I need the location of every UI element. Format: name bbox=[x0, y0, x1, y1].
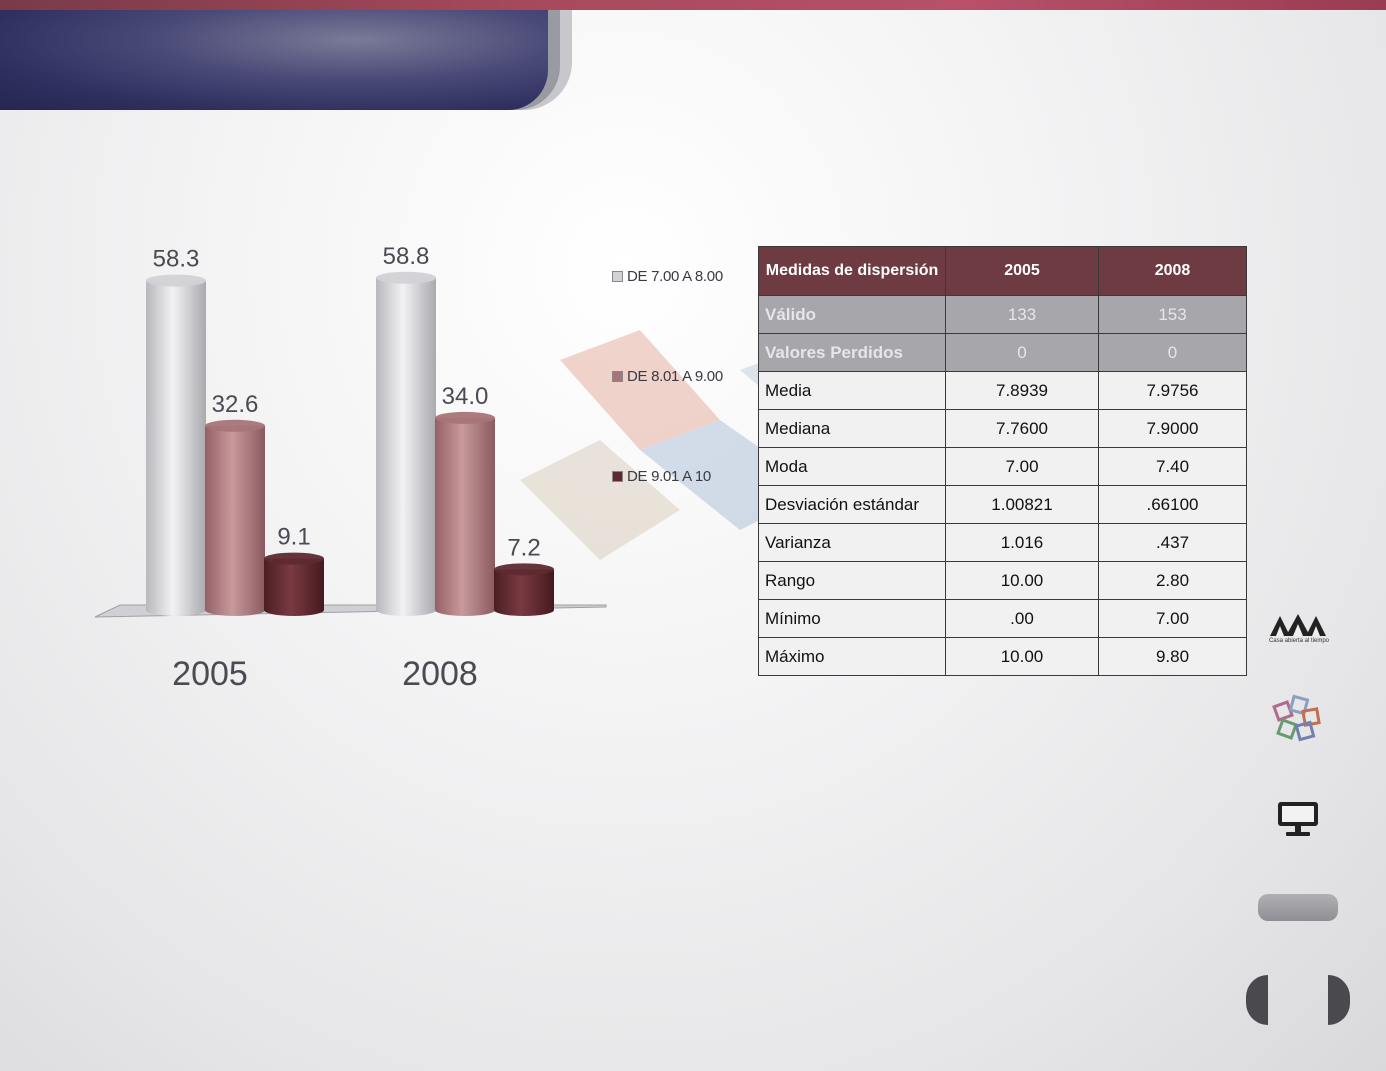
legend-swatch bbox=[612, 371, 623, 382]
cell-2008: .66100 bbox=[1098, 485, 1247, 524]
cell-2008: 7.00 bbox=[1098, 599, 1247, 638]
value-label: 58.3 bbox=[153, 246, 200, 273]
bar bbox=[205, 419, 265, 616]
header-cell: 2008 bbox=[1098, 246, 1247, 296]
table-row: Rango 10.00 2.80 bbox=[758, 561, 1247, 600]
cell-2008: 7.9756 bbox=[1098, 371, 1247, 410]
cell-2005: 7.00 bbox=[945, 447, 1099, 486]
cell-2005: 133 bbox=[945, 295, 1099, 334]
bar bbox=[494, 563, 554, 616]
table-row: Desviación estándar 1.00821 .66100 bbox=[758, 485, 1247, 524]
row-label: Varianza bbox=[758, 523, 946, 562]
cell-2008: 2.80 bbox=[1098, 561, 1247, 600]
table-row: Valores Perdidos 0 0 bbox=[758, 333, 1247, 372]
legend-label: DE 7.00 A 8.00 bbox=[627, 268, 723, 285]
table-row: Mediana 7.7600 7.9000 bbox=[758, 409, 1247, 448]
previous-slide-button[interactable] bbox=[1246, 975, 1268, 1025]
cell-2008: 7.9000 bbox=[1098, 409, 1247, 448]
row-label: Mediana bbox=[758, 409, 946, 448]
value-label: 58.8 bbox=[383, 243, 430, 270]
menu-button[interactable] bbox=[1258, 894, 1338, 921]
next-slide-button[interactable] bbox=[1328, 975, 1350, 1025]
table-header-row: Medidas de dispersión 2005 2008 bbox=[758, 246, 1247, 296]
table-row: Máximo 10.00 9.80 bbox=[758, 637, 1247, 676]
value-label: 9.1 bbox=[277, 524, 310, 551]
legend-item: DE 9.01 A 10 bbox=[612, 468, 711, 485]
table-row: Moda 7.00 7.40 bbox=[758, 447, 1247, 486]
cell-2008: 7.40 bbox=[1098, 447, 1247, 486]
bar bbox=[264, 552, 324, 616]
legend-swatch bbox=[612, 471, 623, 482]
header-cell: Medidas de dispersión bbox=[758, 246, 946, 296]
value-label: 32.6 bbox=[212, 391, 259, 418]
table-row: Mínimo .00 7.00 bbox=[758, 599, 1247, 638]
cell-2005: 7.7600 bbox=[945, 409, 1099, 448]
legend-label: DE 9.01 A 10 bbox=[627, 468, 711, 485]
cell-2005: 10.00 bbox=[945, 561, 1099, 600]
legend-label: DE 8.01 A 9.00 bbox=[627, 368, 723, 385]
row-label: Moda bbox=[758, 447, 946, 486]
table-row: Válido 133 153 bbox=[758, 295, 1247, 334]
table-row: Media 7.8939 7.9756 bbox=[758, 371, 1247, 410]
row-label: Desviación estándar bbox=[758, 485, 946, 524]
row-label: Rango bbox=[758, 561, 946, 600]
row-label: Valores Perdidos bbox=[758, 333, 946, 372]
cell-2008: 0 bbox=[1098, 333, 1247, 372]
bar bbox=[435, 411, 495, 616]
category-label: 2008 bbox=[402, 655, 478, 693]
category-label: 2005 bbox=[172, 655, 248, 693]
bar bbox=[376, 271, 436, 616]
cell-2008: 153 bbox=[1098, 295, 1247, 334]
row-label: Mínimo bbox=[758, 599, 946, 638]
top-accent-bar bbox=[0, 0, 1386, 10]
value-label: 34.0 bbox=[442, 383, 489, 410]
uam-logo[interactable] bbox=[1266, 612, 1330, 652]
header-cell: 2005 bbox=[945, 246, 1099, 296]
cell-2005: 0 bbox=[945, 333, 1099, 372]
cell-2005: 7.8939 bbox=[945, 371, 1099, 410]
cell-2005: 1.016 bbox=[945, 523, 1099, 562]
squares-logo-icon[interactable] bbox=[1270, 690, 1326, 746]
cell-2008: 9.80 bbox=[1098, 637, 1247, 676]
logo-caption: Casa abierta al tiempo bbox=[1268, 638, 1330, 644]
legend-swatch bbox=[612, 271, 623, 282]
value-label: 7.2 bbox=[507, 534, 540, 561]
header-title-panel bbox=[0, 10, 548, 110]
dispersion-table: Medidas de dispersión 2005 2008 Válido 1… bbox=[758, 246, 1247, 676]
row-label: Válido bbox=[758, 295, 946, 334]
cell-2005: .00 bbox=[945, 599, 1099, 638]
bar bbox=[146, 274, 206, 616]
row-label: Media bbox=[758, 371, 946, 410]
table-row: Varianza 1.016 .437 bbox=[758, 523, 1247, 562]
legend-item: DE 8.01 A 9.00 bbox=[612, 368, 723, 385]
bar-chart: 58.3 32.6 9.1 58.8 34.0 7.2 2005 2008 bbox=[94, 243, 607, 693]
cell-2008: .437 bbox=[1098, 523, 1247, 562]
cell-2005: 10.00 bbox=[945, 637, 1099, 676]
legend-item: DE 7.00 A 8.00 bbox=[612, 268, 723, 285]
row-label: Máximo bbox=[758, 637, 946, 676]
cell-2005: 1.00821 bbox=[945, 485, 1099, 524]
monitor-icon[interactable] bbox=[1276, 800, 1320, 838]
